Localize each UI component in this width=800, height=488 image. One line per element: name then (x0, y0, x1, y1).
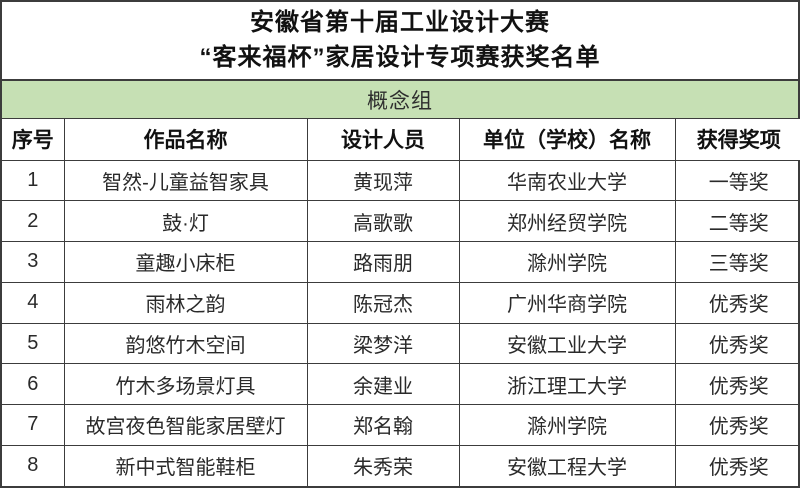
cell-unit: 滁州学院 (458, 404, 676, 446)
cell-no: 3 (2, 241, 65, 283)
table-row: 8 新中式智能鞋柜 朱秀荣 安徽工程大学 优秀奖 (2, 444, 800, 486)
cell-work: 竹木多场景灯具 (63, 363, 308, 405)
cell-award: 一等奖 (674, 159, 800, 202)
cell-work: 童趣小床柜 (63, 241, 308, 283)
cell-unit: 郑州经贸学院 (458, 200, 676, 242)
header-no: 序号 (2, 119, 65, 161)
cell-no: 5 (2, 322, 65, 365)
cell-work: 智然-儿童益智家具 (63, 159, 308, 202)
table-row: 1 智然-儿童益智家具 黄现萍 华南农业大学 一等奖 (2, 159, 800, 202)
cell-award: 二等奖 (674, 200, 800, 242)
table-row: 2 鼓·灯 高歌歌 郑州经贸学院 二等奖 (2, 200, 800, 242)
cell-designer: 余建业 (306, 363, 460, 405)
table-row: 6 竹木多场景灯具 余建业 浙江理工大学 优秀奖 (2, 363, 800, 405)
group-label: 概念组 (367, 89, 433, 113)
header-award: 获得奖项 (674, 119, 800, 161)
cell-unit: 广州华商学院 (458, 281, 676, 324)
cell-work: 故宫夜色智能家居壁灯 (63, 404, 308, 446)
cell-award: 优秀奖 (674, 444, 800, 486)
cell-unit: 安徽工程大学 (458, 444, 676, 486)
header-unit: 单位（学校）名称 (458, 119, 676, 161)
cell-work: 鼓·灯 (63, 200, 308, 242)
cell-work: 韵悠竹木空间 (63, 322, 308, 365)
table-row: 3 童趣小床柜 路雨朋 滁州学院 三等奖 (2, 241, 800, 283)
cell-award: 优秀奖 (674, 404, 800, 446)
cell-unit: 浙江理工大学 (458, 363, 676, 405)
cell-award: 优秀奖 (674, 281, 800, 324)
group-banner: 概念组 (2, 81, 798, 119)
cell-unit: 华南农业大学 (458, 159, 676, 202)
cell-designer: 高歌歌 (306, 200, 460, 242)
cell-designer: 陈冠杰 (306, 281, 460, 324)
page-title: 安徽省第十届工业设计大赛 (250, 8, 550, 36)
cell-unit: 滁州学院 (458, 241, 676, 283)
cell-award: 三等奖 (674, 241, 800, 283)
title-block: 安徽省第十届工业设计大赛 “客来福杯”家居设计专项赛获奖名单 (2, 2, 798, 81)
table-row: 5 韵悠竹木空间 梁梦洋 安徽工业大学 优秀奖 (2, 322, 800, 365)
awards-table-header: 序号 作品名称 设计人员 单位（学校）名称 获得奖项 (2, 119, 800, 161)
cell-no: 8 (2, 444, 65, 486)
header-work: 作品名称 (63, 119, 308, 161)
cell-award: 优秀奖 (674, 322, 800, 365)
cell-no: 4 (2, 281, 65, 324)
cell-no: 6 (2, 363, 65, 405)
header-designer: 设计人员 (306, 119, 460, 161)
header-row: 序号 作品名称 设计人员 单位（学校）名称 获得奖项 (2, 119, 800, 161)
cell-designer: 黄现萍 (306, 159, 460, 202)
cell-designer: 郑名翰 (306, 404, 460, 446)
awards-table: 序号 作品名称 设计人员 单位（学校）名称 获得奖项 1 智然-儿童益智家具 黄… (2, 119, 800, 486)
cell-designer: 梁梦洋 (306, 322, 460, 365)
table-row: 4 雨林之韵 陈冠杰 广州华商学院 优秀奖 (2, 281, 800, 324)
cell-unit: 安徽工业大学 (458, 322, 676, 365)
table-row: 7 故宫夜色智能家居壁灯 郑名翰 滁州学院 优秀奖 (2, 404, 800, 446)
cell-designer: 路雨朋 (306, 241, 460, 283)
cell-award: 优秀奖 (674, 363, 800, 405)
cell-no: 7 (2, 404, 65, 446)
page-subtitle: “客来福杯”家居设计专项赛获奖名单 (199, 44, 601, 71)
cell-designer: 朱秀荣 (306, 444, 460, 486)
cell-no: 2 (2, 200, 65, 242)
awards-table-body: 1 智然-儿童益智家具 黄现萍 华南农业大学 一等奖 2 鼓·灯 高歌歌 郑州经… (2, 159, 800, 486)
cell-work: 雨林之韵 (63, 281, 308, 324)
cell-work: 新中式智能鞋柜 (63, 444, 308, 486)
cell-no: 1 (2, 159, 65, 202)
